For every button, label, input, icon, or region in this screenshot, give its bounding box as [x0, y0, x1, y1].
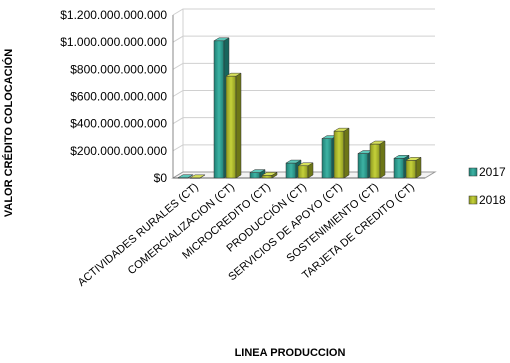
- legend-label: 2017: [479, 165, 506, 179]
- bar-2018: [405, 156, 422, 179]
- y-tick-label: $0: [154, 171, 168, 185]
- gridline: [172, 144, 435, 152]
- bar-front: [369, 143, 381, 179]
- bar-front: [261, 175, 273, 179]
- bar-top: [213, 37, 230, 42]
- bar-front: [213, 40, 225, 179]
- y-tick-labels: $0 $200.000.000.000 $400.000.000.000 $600.0…: [60, 8, 167, 185]
- y-tick-label: $800.000.000.000: [70, 62, 167, 76]
- bar-side: [379, 140, 386, 179]
- y-tick-label: $200.000.000.000: [70, 144, 167, 158]
- bar-top: [285, 159, 302, 164]
- gridline: [172, 8, 435, 16]
- bar-side: [235, 72, 242, 179]
- bar-front: [297, 165, 309, 179]
- bar-top: [189, 174, 206, 179]
- bar-top: [177, 174, 194, 178]
- legend-swatch: [468, 167, 478, 177]
- bar-2018: [225, 72, 242, 179]
- x-axis-title: LINEA PRODUCCION: [235, 347, 346, 359]
- y-tick-label: $600.000.000.000: [70, 90, 167, 104]
- legend: 2017 2018: [468, 165, 506, 207]
- category-labels: ACTIVIDADES RURALES (CT)COMERCIALIZACION…: [76, 180, 417, 289]
- bar-top: [333, 127, 350, 132]
- gridline: [172, 90, 435, 97]
- y-tick-label: $1.200.000.000.000: [60, 8, 167, 22]
- y-tick-label: $1.000.000.000.000: [60, 35, 167, 49]
- bar-front: [225, 75, 237, 179]
- bar-top: [261, 172, 278, 176]
- bar-front: [321, 138, 333, 179]
- y-tick-label: $400.000.000.000: [70, 117, 167, 131]
- bar-side: [343, 127, 350, 179]
- y-axis-title: VALOR CRÉDITO COLOCACIÓN: [2, 49, 15, 217]
- bar-side: [415, 156, 422, 179]
- bar-2018: [369, 140, 386, 179]
- bar-front: [333, 130, 345, 179]
- bar-front: [405, 160, 417, 179]
- axes: [171, 9, 437, 179]
- gridline: [172, 62, 435, 70]
- bar-top: [405, 157, 422, 161]
- bar-front: [357, 153, 369, 179]
- bar-front: [393, 158, 405, 179]
- bar-front: [249, 172, 261, 179]
- bar-top: [393, 155, 410, 159]
- bar-2018: [297, 162, 314, 179]
- legend-swatch: [468, 195, 478, 205]
- bar-top: [225, 72, 242, 77]
- bar-top: [369, 140, 386, 145]
- bar-top: [297, 162, 314, 167]
- bar-2018: [261, 171, 278, 179]
- bar-2017: [249, 169, 266, 179]
- grid: [172, 8, 435, 179]
- bars: [177, 37, 422, 179]
- bar-top: [249, 169, 266, 173]
- bar-front: [285, 162, 297, 179]
- gridline: [172, 35, 435, 43]
- gridline: [172, 117, 435, 125]
- bar-2017: [177, 174, 194, 179]
- bar-2018: [333, 127, 350, 179]
- legend-label: 2018: [479, 193, 506, 207]
- bar-2018: [189, 174, 206, 179]
